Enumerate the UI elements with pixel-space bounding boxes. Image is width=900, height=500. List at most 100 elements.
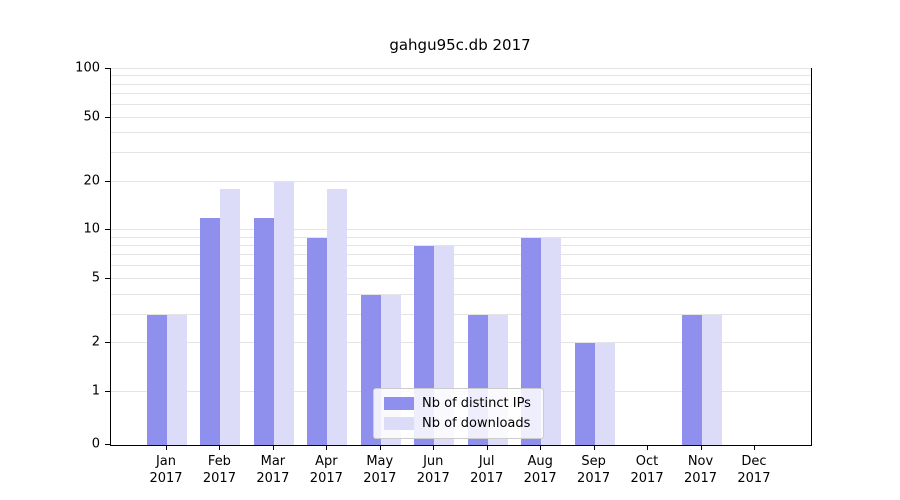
gridline-4	[111, 293, 811, 295]
gridline-60	[111, 103, 811, 105]
bar-downloads-mar	[273, 181, 294, 445]
x-tick-label-aug: Aug 2017	[508, 454, 572, 488]
bar-downloads-sep	[594, 343, 615, 445]
x-tick-mark-sep	[593, 445, 595, 450]
x-tick-month: May	[366, 454, 394, 469]
legend-label-distinct-ips: Nb of distinct IPs	[422, 396, 531, 411]
y-tick-label-2: 2	[91, 334, 100, 350]
x-tick-label-sep: Sep 2017	[562, 454, 626, 488]
x-tick-mark-dec	[753, 445, 755, 450]
gridline-100	[111, 68, 811, 69]
bar-distinct-ips-sep	[574, 343, 595, 445]
x-tick-label-feb: Feb 2017	[187, 454, 251, 488]
x-tick-mark-oct	[647, 445, 649, 450]
gridline-9	[111, 236, 811, 238]
x-tick-year: 2017	[363, 470, 397, 486]
plot-area: Nb of distinct IPs Nb of downloads	[110, 68, 812, 446]
x-tick-mark-jul	[486, 445, 488, 450]
y-tick-label-20: 20	[83, 173, 100, 189]
y-tick-label-50: 50	[83, 109, 100, 125]
y-tick-mark-20	[105, 180, 110, 182]
x-tick-month: Mar	[260, 454, 286, 469]
y-tick-mark-1	[105, 390, 110, 392]
x-tick-mark-mar	[272, 445, 274, 450]
x-tick-label-may: May 2017	[348, 454, 412, 488]
x-tick-year: 2017	[470, 470, 504, 486]
x-tick-month: Oct	[635, 454, 659, 469]
x-tick-year: 2017	[737, 470, 771, 486]
x-tick-month: Aug	[527, 454, 553, 469]
bar-distinct-ips-apr	[307, 237, 328, 445]
x-tick-label-dec: Dec 2017	[722, 454, 786, 488]
gridline-30	[111, 152, 811, 154]
x-tick-month: Apr	[315, 454, 338, 469]
x-tick-mark-nov	[700, 445, 702, 450]
x-tick-label-oct: Oct 2017	[615, 454, 679, 488]
x-tick-year: 2017	[416, 470, 450, 486]
bar-distinct-ips-jan	[147, 314, 167, 445]
x-tick-month: Sep	[581, 454, 606, 469]
x-tick-mark-jan	[166, 445, 167, 450]
y-tick-mark-0	[105, 444, 110, 445]
y-tick-label-1: 1	[91, 383, 100, 399]
x-tick-mark-aug	[540, 445, 542, 450]
y-tick-mark-5	[105, 277, 110, 279]
x-tick-month: Feb	[207, 454, 231, 469]
x-tick-label-jul: Jul 2017	[455, 454, 519, 488]
gridline-6	[111, 265, 811, 267]
legend-label-downloads: Nb of downloads	[422, 416, 531, 431]
y-tick-label-5: 5	[91, 270, 100, 286]
x-tick-month: Dec	[741, 454, 767, 469]
x-tick-year: 2017	[683, 470, 718, 486]
x-tick-month: Jan	[155, 454, 177, 469]
y-tick-mark-2	[105, 342, 110, 344]
gridline-50	[111, 116, 811, 118]
x-tick-label-mar: Mar 2017	[241, 454, 305, 488]
x-tick-month: Jul	[478, 454, 495, 469]
legend-swatch-downloads	[384, 417, 414, 430]
x-tick-mark-may	[379, 445, 381, 450]
x-tick-year: 2017	[202, 470, 236, 486]
gridline-20	[111, 180, 811, 182]
x-tick-month: Jun	[423, 454, 444, 469]
y-tick-label-0: 0	[91, 436, 100, 452]
gridline-3	[111, 313, 811, 315]
x-tick-mark-apr	[326, 445, 328, 450]
x-tick-year: 2017	[523, 470, 557, 486]
bar-downloads-apr	[327, 189, 348, 445]
x-tick-year: 2017	[149, 470, 183, 486]
bar-downloads-aug	[541, 237, 562, 445]
bar-distinct-ips-nov	[681, 314, 702, 445]
y-tick-mark-100	[105, 68, 110, 69]
x-tick-month: Nov	[687, 454, 714, 469]
gridline-5	[111, 277, 811, 279]
x-tick-year: 2017	[630, 470, 664, 486]
y-tick-mark-50	[105, 116, 110, 118]
x-tick-mark-jun	[433, 445, 435, 450]
legend-swatch-distinct-ips	[384, 397, 414, 410]
x-tick-label-apr: Apr 2017	[294, 454, 358, 488]
bar-downloads-feb	[220, 189, 241, 445]
x-tick-year: 2017	[577, 470, 611, 486]
y-tick-label-100: 100	[75, 60, 100, 76]
gridline-7	[111, 254, 811, 256]
gridline-40	[111, 132, 811, 134]
x-tick-label-jan: Jan 2017	[134, 454, 198, 488]
x-tick-label-nov: Nov 2017	[669, 454, 733, 488]
x-tick-label-jun: Jun 2017	[401, 454, 465, 488]
bar-distinct-ips-feb	[200, 217, 221, 445]
legend-item-downloads: Nb of downloads	[384, 416, 531, 431]
x-tick-year: 2017	[256, 470, 290, 486]
y-tick-mark-10	[105, 229, 110, 231]
gridline-70	[111, 93, 811, 94]
legend: Nb of distinct IPs Nb of downloads	[373, 388, 544, 439]
legend-item-distinct-ips: Nb of distinct IPs	[384, 396, 531, 411]
gridline-10	[111, 229, 811, 231]
gridline-2	[111, 342, 811, 344]
chart-title: gahgu95c.db 2017	[389, 36, 531, 54]
y-tick-label-10: 10	[83, 221, 100, 237]
x-tick-year: 2017	[309, 470, 343, 486]
bar-distinct-ips-mar	[253, 217, 274, 445]
gridline-80	[111, 83, 811, 85]
